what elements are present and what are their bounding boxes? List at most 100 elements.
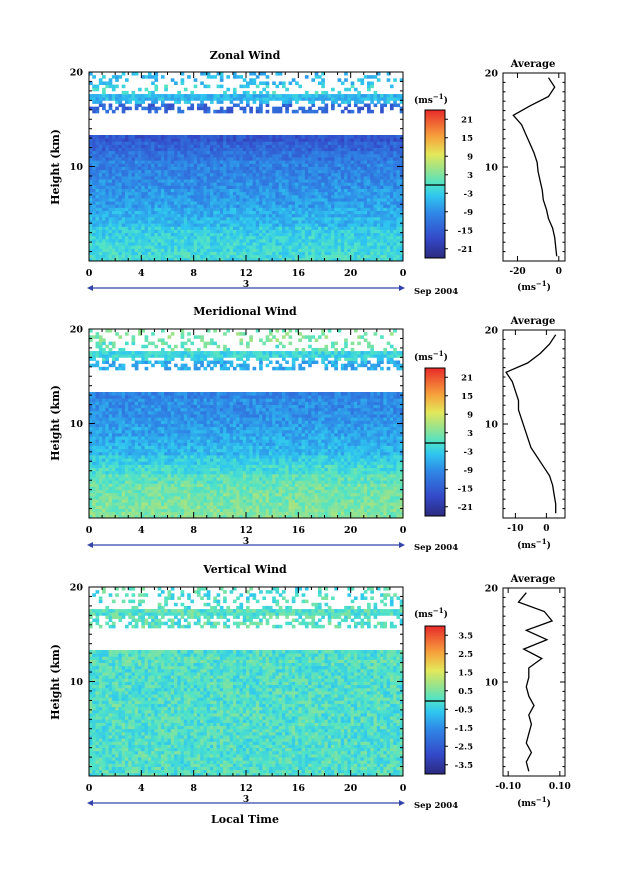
heatmap-cell xyxy=(131,508,136,513)
heatmap-cell xyxy=(367,185,371,189)
heatmap-cell xyxy=(252,198,257,202)
heatmap-cell xyxy=(229,97,234,101)
heatmap-cell xyxy=(239,248,244,252)
heatmap-cell xyxy=(190,245,195,249)
heatmap-cell xyxy=(229,106,234,111)
heatmap-cell xyxy=(154,78,159,82)
heatmap-cell xyxy=(180,198,185,202)
heatmap-cell xyxy=(160,210,165,215)
heatmap-cell xyxy=(174,238,178,243)
heatmap-cell xyxy=(98,166,103,171)
heatmap-cell xyxy=(281,103,286,108)
heatmap-cell xyxy=(252,254,257,259)
heatmap-cell xyxy=(363,213,368,218)
heatmap-cell xyxy=(242,106,247,111)
heatmap-cell xyxy=(196,106,201,111)
heatmap-cell xyxy=(223,229,227,234)
heatmap-cell xyxy=(118,169,123,174)
heatmap-cell xyxy=(386,188,391,193)
heatmap-cell xyxy=(108,175,113,180)
heatmap-cell xyxy=(304,172,309,177)
heatmap-cell xyxy=(380,175,384,180)
heatmap-cell xyxy=(334,141,338,145)
heatmap-cell xyxy=(210,232,214,237)
heatmap-cell xyxy=(347,245,352,249)
heatmap-cell xyxy=(340,163,345,167)
heatmap-cell xyxy=(187,257,191,262)
heatmap-cell xyxy=(353,144,358,148)
heatmap-cell xyxy=(134,242,139,246)
heatmap-cell xyxy=(324,106,329,111)
heatmap-cell xyxy=(229,198,234,202)
heatmap-cell xyxy=(272,191,276,196)
heatmap-cell xyxy=(193,84,198,89)
heatmap-cell xyxy=(167,226,172,230)
heatmap-cell xyxy=(121,216,126,221)
heatmap-cell xyxy=(331,182,335,186)
heatmap-cell xyxy=(196,213,201,218)
heatmap-cell xyxy=(157,169,162,174)
heatmap-cell xyxy=(170,508,175,513)
heatmap-cell xyxy=(226,135,231,139)
heatmap-cell xyxy=(111,166,116,171)
heatmap-cell xyxy=(118,201,123,205)
heatmap-cell xyxy=(340,150,345,155)
heatmap-cell xyxy=(353,163,358,167)
heatmap-cell xyxy=(327,251,332,256)
heatmap-cell xyxy=(298,248,302,252)
heatmap-cell xyxy=(131,153,136,158)
heatmap-cell xyxy=(331,238,335,243)
heatmap-cell xyxy=(147,138,152,142)
timeline-arrow-left xyxy=(87,285,93,291)
heatmap-cell xyxy=(236,204,240,208)
heatmap-cell xyxy=(190,210,195,215)
heatmap-cell xyxy=(295,201,299,205)
heatmap-cell xyxy=(98,81,103,85)
heatmap-cell xyxy=(249,72,253,76)
heatmap-cell xyxy=(340,175,345,180)
heatmap-cell xyxy=(157,505,162,509)
heatmap-cell xyxy=(367,175,371,180)
heatmap-cell xyxy=(200,204,204,208)
heatmap-cell xyxy=(396,194,401,199)
heatmap-cell xyxy=(298,172,302,177)
heatmap-cell xyxy=(278,109,283,114)
heatmap-cell xyxy=(308,157,312,161)
heatmap-cell xyxy=(380,135,384,139)
heatmap-cell xyxy=(249,153,253,158)
heatmap-cell xyxy=(268,194,273,199)
heatmap-cell xyxy=(259,226,263,230)
heatmap-cell xyxy=(291,232,296,237)
heatmap-cell xyxy=(265,147,270,152)
heatmap-cell xyxy=(278,216,283,221)
heatmap-cell xyxy=(141,153,145,158)
heatmap-cell xyxy=(321,90,325,95)
heatmap-cell xyxy=(167,194,172,199)
heatmap-cell xyxy=(255,257,260,262)
heatmap-cell xyxy=(262,229,267,234)
heatmap-cell xyxy=(246,213,250,218)
heatmap-cell xyxy=(105,502,110,506)
heatmap-cell xyxy=(344,182,348,186)
heatmap-cell xyxy=(367,169,371,174)
heatmap-cell xyxy=(249,78,253,82)
heatmap-cell xyxy=(386,179,391,183)
heatmap-cell xyxy=(147,163,152,167)
heatmap-cell xyxy=(196,147,201,152)
heatmap-cell xyxy=(236,75,240,79)
heatmap-cell xyxy=(399,235,404,240)
heatmap-cell xyxy=(138,138,142,142)
heatmap-cell xyxy=(344,147,348,152)
heatmap-cell xyxy=(134,511,139,516)
heatmap-cell xyxy=(317,201,322,205)
heatmap-cell xyxy=(360,514,365,519)
heatmap-cell xyxy=(295,207,299,211)
heatmap-cell xyxy=(295,135,299,139)
heatmap-cell xyxy=(380,257,384,262)
heatmap-cell xyxy=(393,100,397,104)
heatmap-cell xyxy=(327,226,332,230)
heatmap-cell xyxy=(389,84,394,89)
heatmap-cell xyxy=(278,254,283,259)
heatmap-cell xyxy=(308,204,312,208)
heatmap-cell xyxy=(164,163,168,167)
